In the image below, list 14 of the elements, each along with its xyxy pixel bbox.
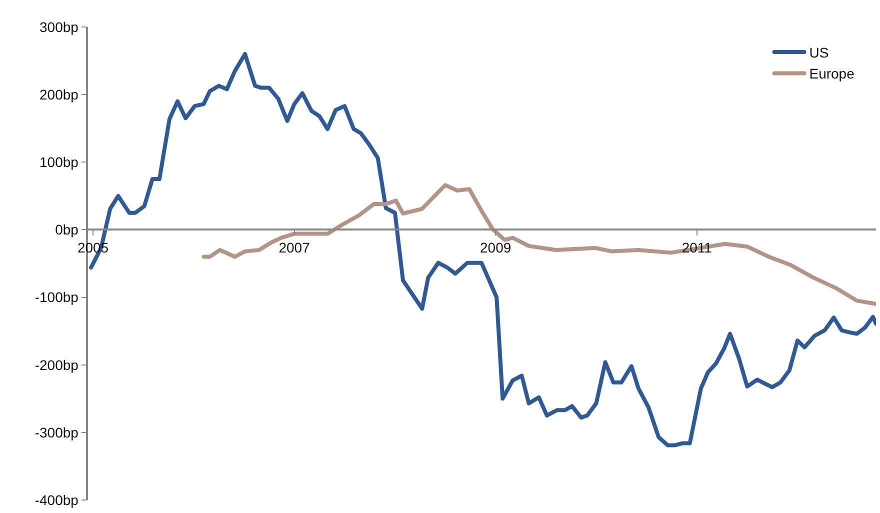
x-tick-label: 2007	[278, 239, 310, 256]
y-tick-label: -100bp	[34, 289, 79, 306]
legend-label: Europe	[809, 66, 855, 82]
x-tick-label: 2011	[682, 239, 712, 256]
y-tick-label: 300bp	[40, 18, 79, 35]
legend-label: US	[809, 44, 829, 61]
y-tick-label: -400bp	[34, 492, 79, 508]
y-tick-label: 200bp	[40, 86, 79, 102]
line-series	[202, 183, 876, 306]
y-tick-label: 0bp	[55, 222, 79, 238]
x-tick-label: 2009	[480, 239, 512, 256]
y-tick-label: 100bp	[40, 154, 79, 170]
y-tick-label: -300bp	[34, 424, 79, 440]
y-tick-label: -200bp	[34, 356, 79, 373]
